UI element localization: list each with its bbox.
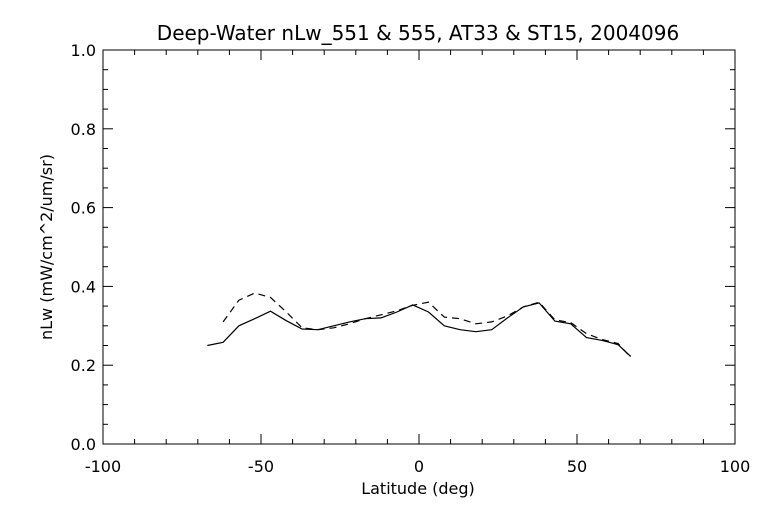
chart-title: Deep-Water nLw_551 & 555, AT33 & ST15, 2… xyxy=(157,21,679,45)
y-tick-label: 0.6 xyxy=(71,199,96,218)
axis-ticks xyxy=(102,49,736,445)
x-tick-label: 100 xyxy=(720,457,751,476)
solid-series-line xyxy=(207,302,632,357)
y-tick-label: 0.0 xyxy=(71,435,96,454)
y-tick-label: 0.2 xyxy=(71,356,96,375)
plot-frame xyxy=(102,49,736,445)
x-tick-label: 50 xyxy=(567,457,587,476)
tick-labels: -100 -50 0 50 100 0.0 0.2 0.4 0.6 0.8 1.0 xyxy=(71,41,751,476)
x-tick-label: 0 xyxy=(414,457,424,476)
y-axis-label: nLw (mW/cm^2/um/sr) xyxy=(37,154,56,340)
x-tick-label: -50 xyxy=(248,457,274,476)
y-tick-label: 1.0 xyxy=(71,41,96,60)
x-axis-label: Latitude (deg) xyxy=(361,479,475,498)
y-tick-label: 0.8 xyxy=(71,120,96,139)
dashed-series-line xyxy=(222,292,632,358)
x-tick-label: -100 xyxy=(85,457,121,476)
series-lines xyxy=(207,292,632,358)
y-tick-label: 0.4 xyxy=(71,277,96,296)
